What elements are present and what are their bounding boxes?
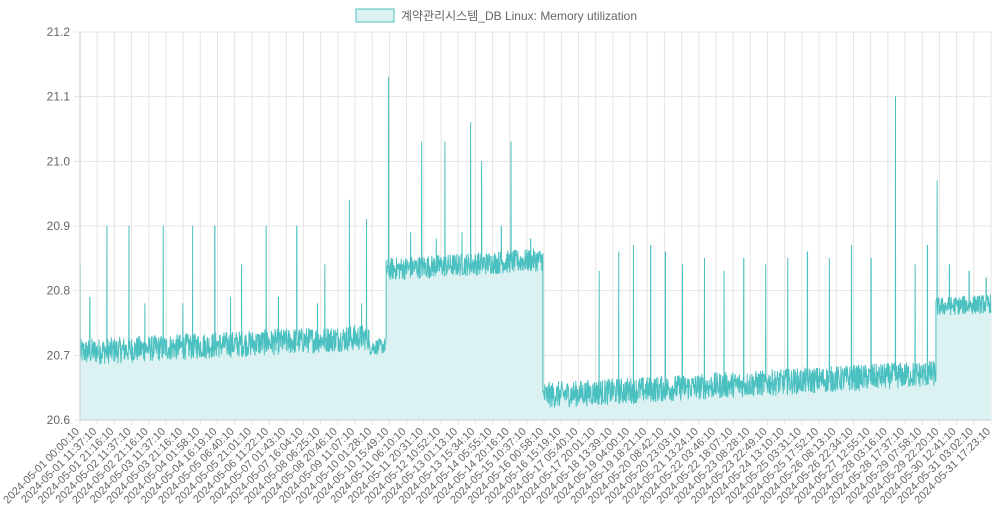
legend-label[interactable]: 계약관리시스템_DB Linux: Memory utilization (401, 8, 637, 23)
series-layer (79, 76, 992, 421)
y-tick-label: 20.8 (47, 284, 71, 298)
legend-swatch[interactable] (355, 8, 395, 23)
y-tick-label: 21.1 (47, 90, 71, 104)
series-area (80, 77, 991, 421)
y-tick-label: 20.6 (47, 413, 71, 427)
y-tick-label: 21.2 (47, 25, 71, 39)
legend[interactable]: 계약관리시스템_DB Linux: Memory utilization (355, 8, 637, 23)
series-line (79, 76, 992, 408)
y-tick-label: 21.0 (47, 154, 71, 168)
y-tick-label: 20.7 (47, 348, 71, 362)
y-tick-label: 20.9 (47, 219, 71, 233)
